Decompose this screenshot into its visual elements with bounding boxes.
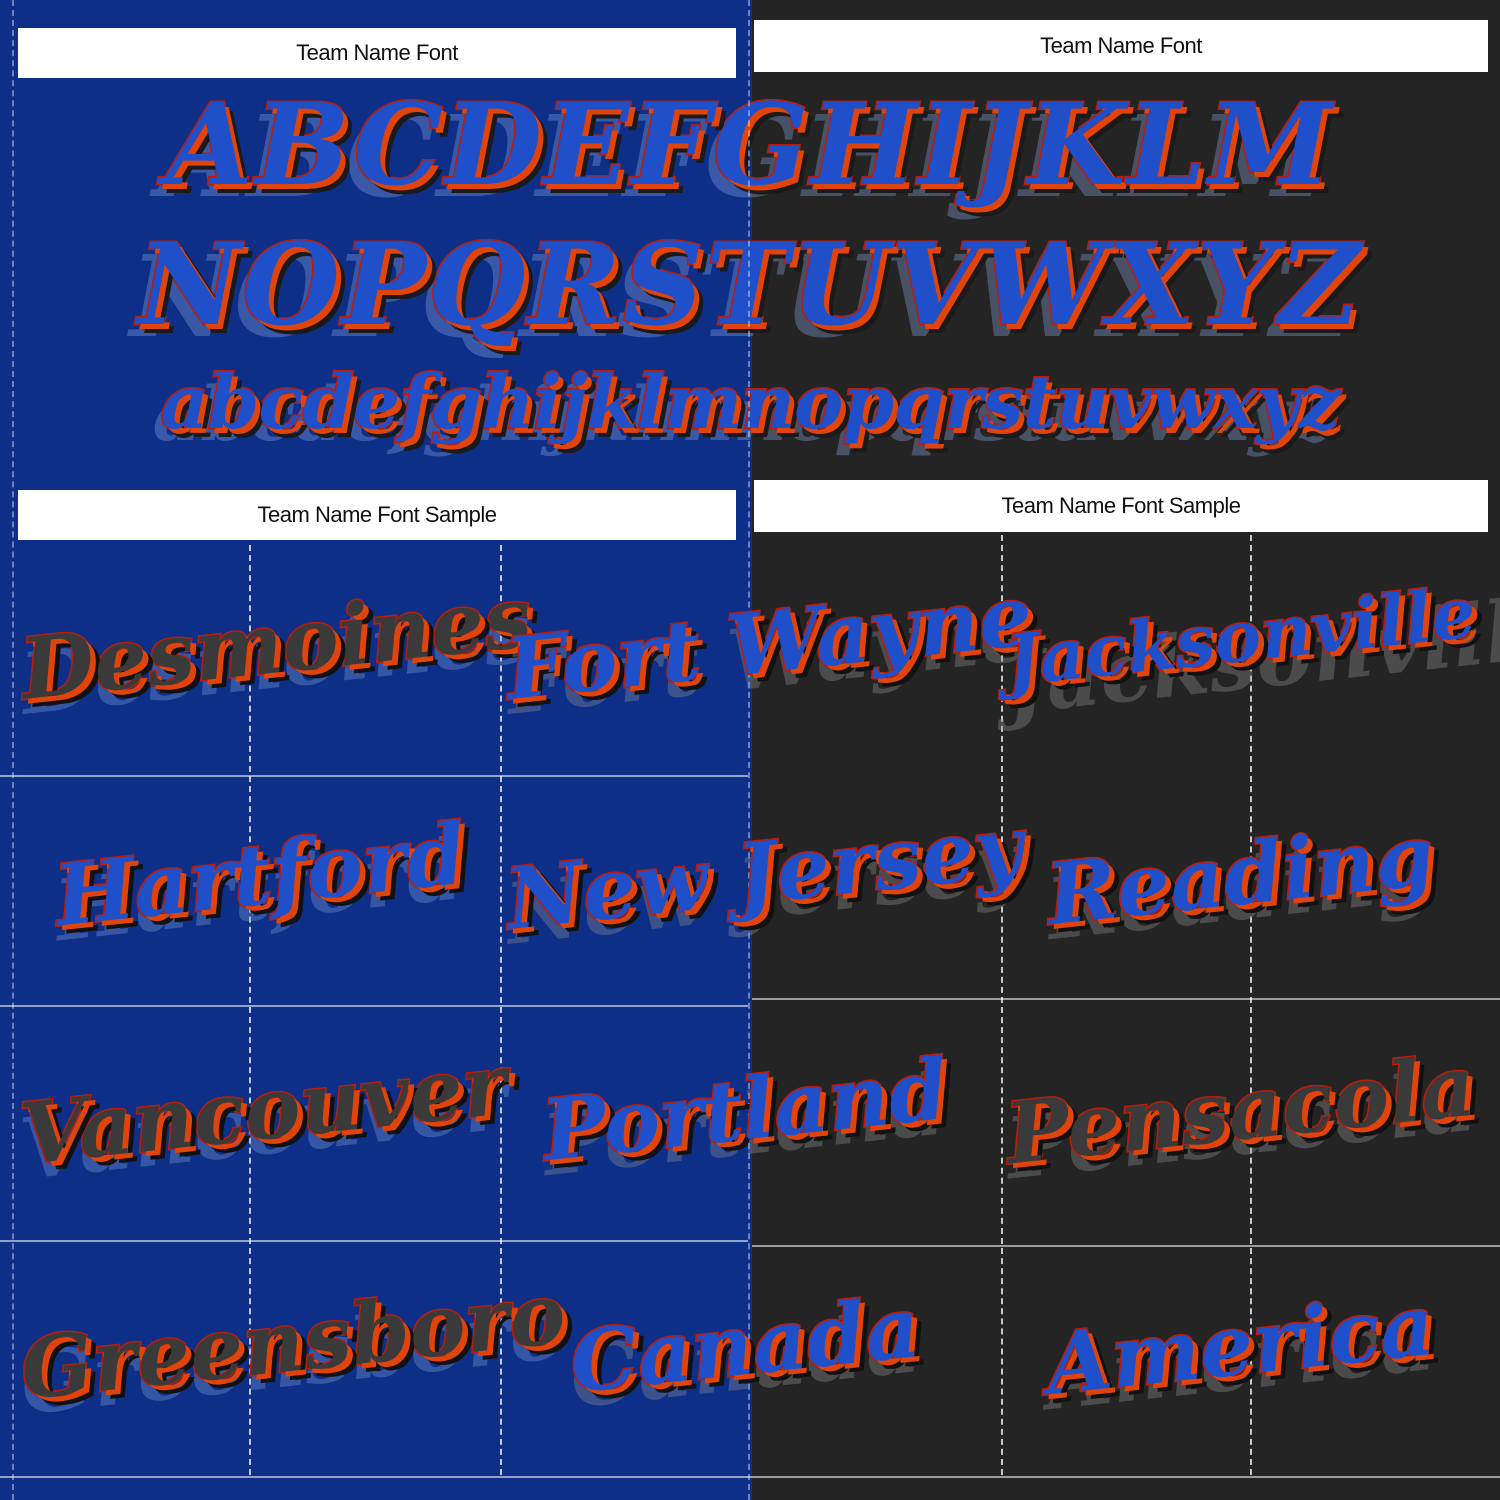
header-bottom-left: Team Name Font Sample (18, 490, 736, 540)
grid-divider-6 (748, 0, 750, 1500)
top-left-alphabet-panel (0, 0, 752, 485)
grid-divider-1 (249, 545, 251, 1475)
alphabet-row-2-ghost: NOPQRSTUVWXYZ (130, 232, 1354, 363)
alphabet-upper-row-1: ABCDEFGHIJKLM (165, 79, 1334, 213)
row-line-2 (0, 1005, 748, 1007)
row-line-1 (0, 775, 748, 777)
header-bottom-right-label: Team Name Font Sample (1001, 493, 1241, 518)
grid-divider-2 (500, 545, 502, 1475)
top-right-alphabet-panel (752, 0, 1500, 485)
header-top-left-label: Team Name Font (296, 40, 458, 65)
grid-divider-3 (1001, 535, 1003, 1475)
alphabet-lower-row: abcdefghijklmnopqrstuvwxyz (159, 359, 1342, 448)
header-bottom-right: Team Name Font Sample (754, 480, 1488, 532)
bottom-left-sample-panel (0, 485, 752, 1500)
row-line-4 (752, 998, 1500, 1000)
alphabet-upper-row-2: NOPQRSTUVWXYZ (137, 219, 1362, 353)
row-line-6 (0, 1476, 1500, 1478)
header-top-left: Team Name Font (18, 28, 736, 78)
header-bottom-left-label: Team Name Font Sample (257, 502, 497, 527)
alphabet-lower-row-ghost: abcdefghijklmnopqrstuvwxyz (152, 372, 1333, 458)
row-line-5 (752, 1245, 1500, 1247)
header-top-right: Team Name Font (754, 20, 1488, 72)
header-top-right-label: Team Name Font (1040, 33, 1202, 58)
grid-divider-4 (1250, 535, 1252, 1475)
row-line-3 (0, 1240, 748, 1242)
alphabet-row-1-ghost: ABCDEFGHIJKLM (158, 92, 1326, 223)
grid-divider-5 (12, 0, 14, 1500)
bottom-right-sample-panel (752, 485, 1500, 1500)
